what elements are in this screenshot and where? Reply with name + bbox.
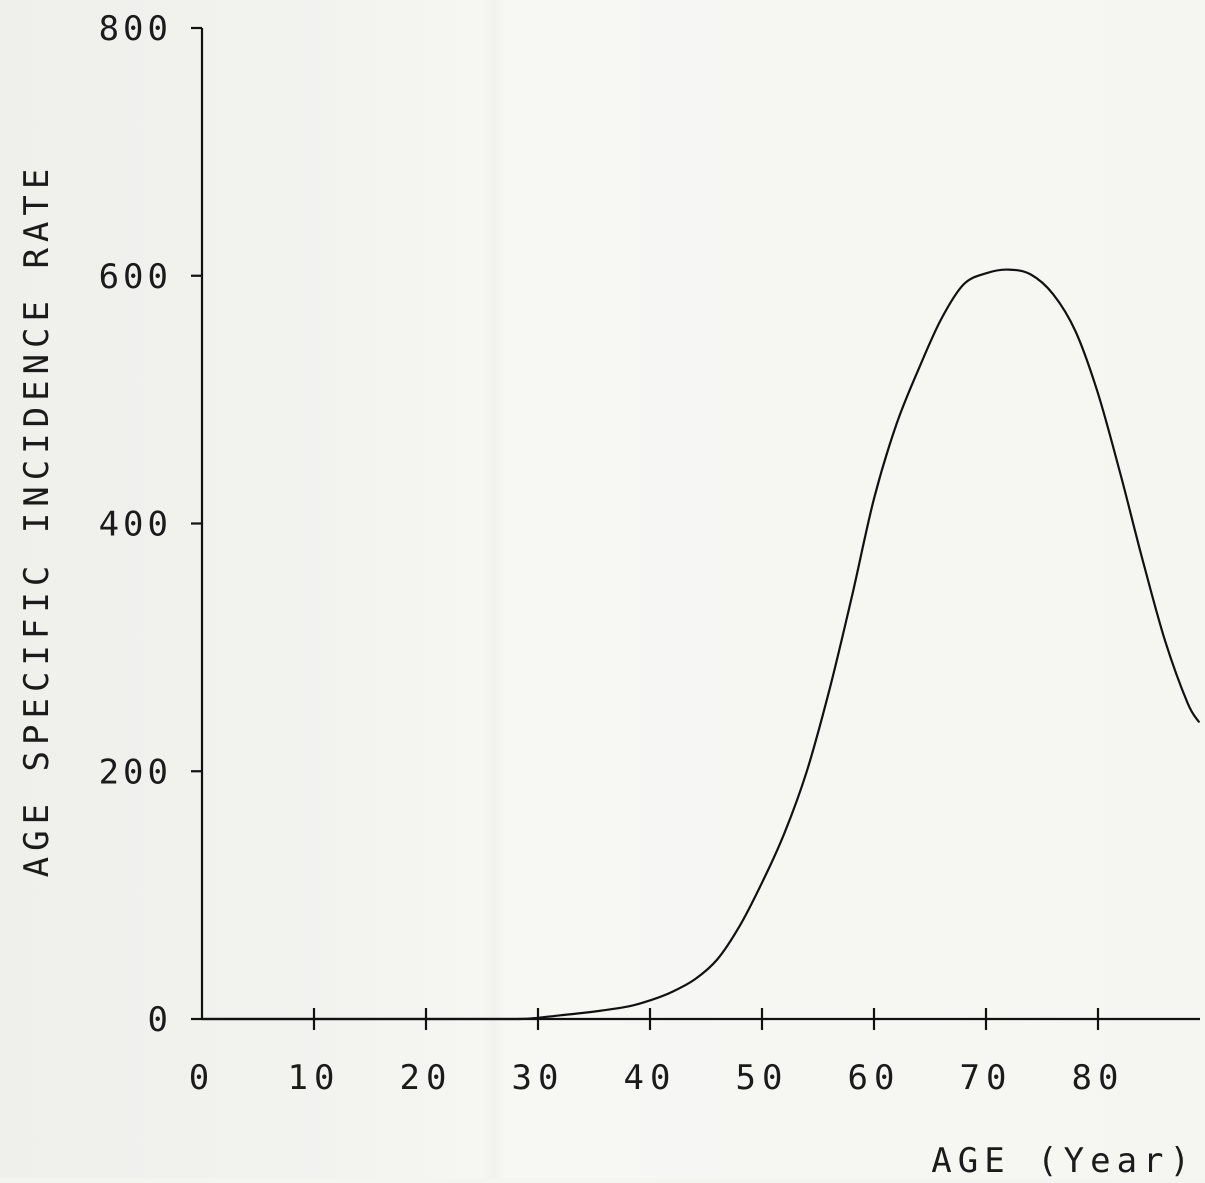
y-tick-label: 200 <box>99 752 172 792</box>
axes <box>200 28 1200 1021</box>
y-axis-title: AGE SPECIFIC INCIDENCE RATE <box>17 163 57 878</box>
y-tick-label: 600 <box>99 257 172 297</box>
x-tick-label: 70 <box>960 1058 1013 1098</box>
x-axis-ticks: 0 10 20 30 40 50 60 70 80 <box>189 1008 1125 1098</box>
x-tick-label: 20 <box>400 1058 453 1098</box>
y-axis-ticks: 0 200 400 600 800 <box>99 9 202 1040</box>
x-tick-label: 40 <box>624 1058 677 1098</box>
x-tick-label: 10 <box>288 1058 341 1098</box>
y-tick-label: 800 <box>99 9 172 49</box>
x-tick-label: 50 <box>736 1058 789 1098</box>
x-tick-label: 0 <box>189 1058 215 1098</box>
y-tick-label: 0 <box>148 1000 172 1040</box>
x-tick-label: 30 <box>512 1058 565 1098</box>
x-tick-label: 60 <box>848 1058 901 1098</box>
y-tick-label: 400 <box>99 505 172 545</box>
x-axis-title: AGE (Year) <box>931 1141 1196 1178</box>
x-tick-label: 80 <box>1072 1058 1125 1098</box>
incidence-curve <box>200 268 1200 1021</box>
